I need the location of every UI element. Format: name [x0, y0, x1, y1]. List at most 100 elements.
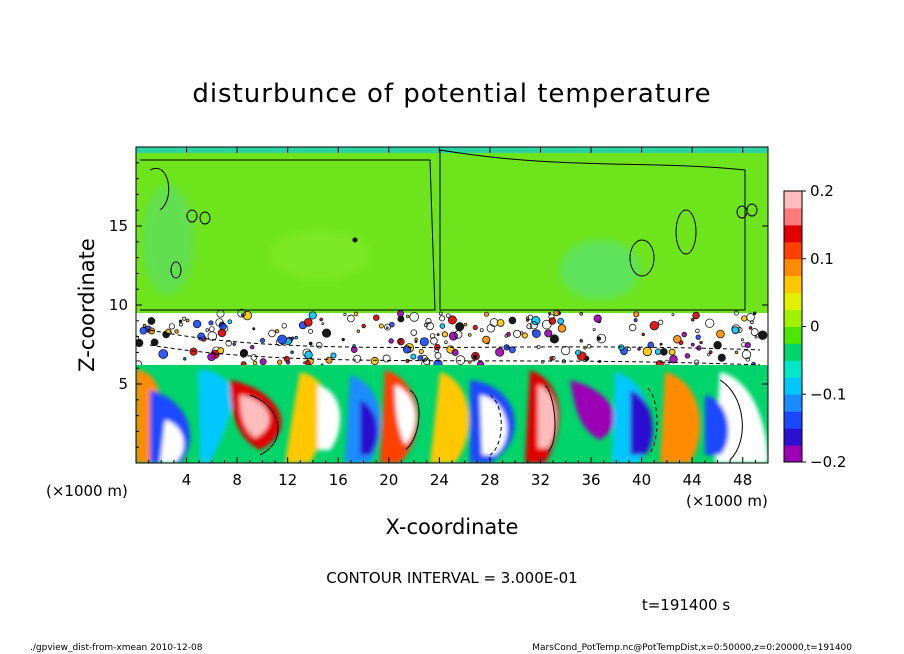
- noise-speckle: [303, 318, 313, 327]
- noise-speckle: [410, 353, 417, 360]
- noise-speckle: [684, 353, 691, 359]
- noise-speckle: [549, 356, 554, 361]
- noise-speckle: [183, 357, 187, 361]
- x-tick-label: 24: [430, 471, 449, 489]
- noise-speckle: [693, 359, 700, 366]
- noise-speckle: [649, 320, 660, 331]
- y-tick-label: 5: [118, 375, 128, 393]
- footer-right: MarsCond_PotTemp.nc@PotTempDist,x=0:5000…: [532, 643, 852, 653]
- noise-speckle: [347, 314, 355, 323]
- noise-speckle: [467, 333, 472, 337]
- colorbar-segment: [784, 191, 802, 209]
- noise-speckle: [593, 314, 602, 323]
- colorbar-segment: [784, 411, 802, 429]
- noise-speckle: [388, 338, 394, 344]
- noise-speckle: [341, 337, 345, 342]
- noise-speckle: [673, 335, 682, 344]
- noise-speckle: [370, 356, 379, 366]
- colorbar-segment: [784, 343, 802, 361]
- noise-speckle: [658, 319, 664, 325]
- noise-speckle: [239, 349, 249, 358]
- x-unit-right: (×1000 m): [686, 492, 768, 510]
- noise-speckle: [208, 320, 214, 326]
- colorbar-ticks: 0.2 0.1 0 −0.1 −0.2: [802, 182, 846, 471]
- noise-speckle: [240, 313, 245, 317]
- noise-speckle: [642, 346, 652, 357]
- noise-speckle: [671, 313, 675, 317]
- x-tick-label: 36: [581, 471, 600, 489]
- noise-speckle: [207, 352, 216, 362]
- noise-speckle: [659, 342, 663, 346]
- noise-speckle: [754, 335, 758, 339]
- noise-speckle: [695, 328, 700, 334]
- noise-speckle: [448, 331, 458, 341]
- noise-speckle: [482, 335, 491, 344]
- x-unit-left: (×1000 m): [46, 482, 128, 500]
- noise-speckle: [430, 337, 438, 345]
- x-tick-label: 8: [232, 471, 242, 489]
- y-axis-title: Z-coordinate: [75, 238, 99, 372]
- noise-speckle: [745, 357, 751, 362]
- noise-speckle: [740, 338, 744, 342]
- noise-speckle: [423, 322, 429, 328]
- x-tick-label: 4: [182, 471, 192, 489]
- noise-speckle: [373, 314, 380, 321]
- noise-speckle: [713, 341, 722, 350]
- noise-speckle: [192, 319, 202, 329]
- noise-speckle: [304, 360, 311, 366]
- noise-speckle: [343, 312, 347, 317]
- noise-speckle: [596, 333, 607, 344]
- noise-speckle: [548, 317, 557, 325]
- noise-speckle: [182, 316, 187, 321]
- noise-speckle: [205, 328, 209, 332]
- noise-speckle: [325, 356, 333, 364]
- noise-speckle: [384, 323, 392, 331]
- footer-left: ./gpview_dist-from-xmean 2010-12-08: [30, 643, 203, 653]
- noise-speckle: [468, 360, 472, 364]
- colorbar-segment: [784, 377, 802, 395]
- noise-speckle: [425, 321, 434, 331]
- noise-speckle: [753, 311, 757, 316]
- noise-speckle: [479, 328, 484, 333]
- noise-speckle: [690, 342, 695, 347]
- y-axis: 5 10 15: [109, 162, 768, 448]
- noise-speckle: [307, 328, 314, 334]
- noise-speckle: [397, 338, 402, 344]
- colorbar-segment: [784, 224, 802, 243]
- noise-speckle: [378, 323, 384, 329]
- colorbar-segment: [784, 309, 802, 327]
- colorbar-segment: [784, 428, 802, 446]
- y-tick-label: 10: [109, 296, 128, 314]
- top-edge-band: [136, 147, 768, 153]
- noise-speckle: [250, 344, 255, 350]
- noise-speckle: [438, 311, 443, 316]
- noise-speckle: [227, 319, 233, 325]
- noise-speckle: [575, 349, 582, 356]
- noise-speckle: [472, 354, 478, 360]
- noise-speckle: [508, 316, 517, 325]
- chart-title: disturbunce of potential temperature: [192, 79, 711, 109]
- noise-speckle: [757, 330, 768, 340]
- noise-speckle: [731, 326, 740, 334]
- noise-speckle: [165, 328, 171, 334]
- noise-speckle: [274, 329, 280, 334]
- noise-speckle: [178, 319, 183, 324]
- noise-speckle: [291, 336, 295, 340]
- noise-speckle: [290, 350, 294, 355]
- noise-speckle: [690, 317, 695, 322]
- noise-speckle: [750, 328, 759, 337]
- noise-speckle: [434, 352, 442, 360]
- noise-speckle: [208, 326, 215, 333]
- noise-speckle: [215, 318, 224, 327]
- noise-speckle: [439, 323, 446, 329]
- noise-speckle: [633, 318, 638, 323]
- contour-interval: CONTOUR INTERVAL = 3.000E-01: [326, 569, 577, 587]
- noise-speckle: [315, 341, 323, 349]
- noise-speckle: [549, 334, 559, 344]
- noise-speckle: [410, 329, 418, 336]
- noise-speckle: [277, 359, 283, 365]
- noise-speckle: [633, 311, 640, 318]
- noise-speckle: [508, 346, 516, 354]
- noise-speckle: [592, 328, 596, 332]
